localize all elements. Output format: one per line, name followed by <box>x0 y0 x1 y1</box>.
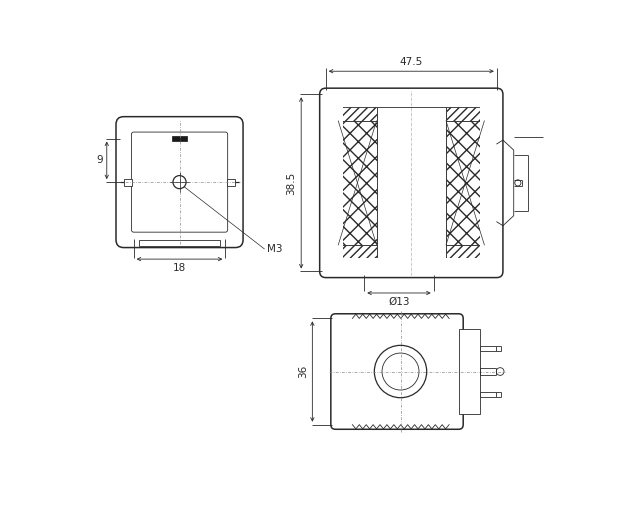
Text: 36: 36 <box>298 365 308 378</box>
Bar <box>446 245 485 259</box>
Bar <box>459 329 480 414</box>
Bar <box>480 392 495 397</box>
Bar <box>333 95 489 107</box>
Bar <box>140 240 220 246</box>
Bar <box>480 107 491 259</box>
Text: 38.5: 38.5 <box>287 171 297 195</box>
Bar <box>124 179 132 186</box>
Bar <box>332 107 343 259</box>
Text: M3: M3 <box>267 244 282 254</box>
FancyBboxPatch shape <box>116 117 243 247</box>
Bar <box>338 107 377 120</box>
Text: Ø13: Ø13 <box>388 297 410 307</box>
Bar <box>377 107 446 259</box>
Bar <box>227 179 235 186</box>
Bar <box>338 120 377 245</box>
FancyBboxPatch shape <box>331 314 464 429</box>
FancyBboxPatch shape <box>320 88 503 278</box>
FancyBboxPatch shape <box>131 132 227 232</box>
Text: 18: 18 <box>173 263 186 273</box>
Bar <box>333 258 489 271</box>
Bar <box>172 136 188 141</box>
Text: 9: 9 <box>97 155 103 165</box>
Bar <box>446 120 485 245</box>
Bar <box>446 107 485 120</box>
Bar <box>338 245 377 259</box>
Bar <box>480 346 495 351</box>
Text: 47.5: 47.5 <box>400 58 423 67</box>
